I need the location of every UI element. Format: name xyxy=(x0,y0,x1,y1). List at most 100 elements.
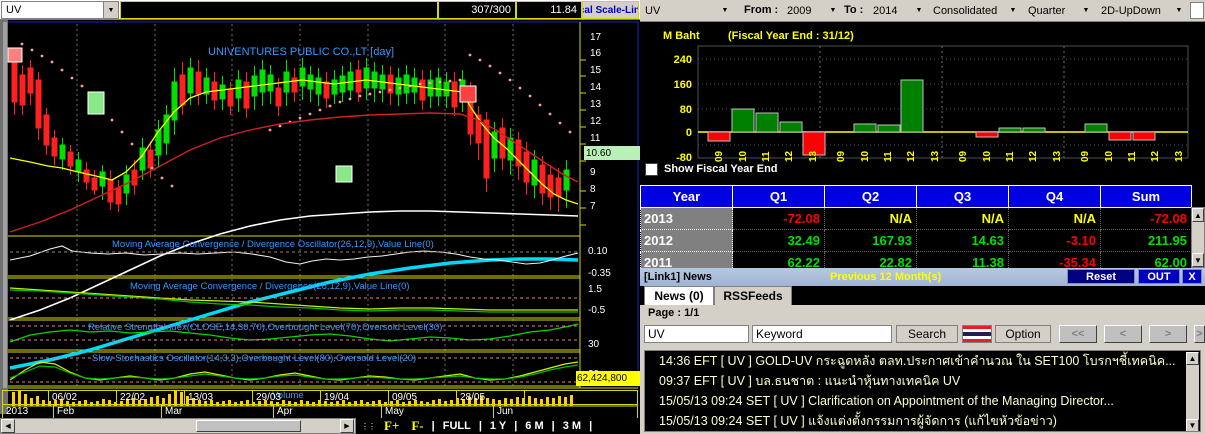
date-tick-5: 09/05 xyxy=(388,391,456,404)
from-label: From : xyxy=(744,4,779,16)
financial-symbol-selector[interactable]: UV ▼ xyxy=(642,2,732,19)
date-tick-6: 28/05 xyxy=(456,391,524,404)
col-q3[interactable]: Q3 xyxy=(916,185,1009,208)
svg-text:13: 13 xyxy=(808,150,819,162)
chevron-down-icon[interactable]: ▼ xyxy=(1172,3,1186,18)
scroll-thumb[interactable] xyxy=(196,420,301,432)
display-mode-selector[interactable]: 2D-UpDown ▼ xyxy=(1098,2,1186,19)
from-year-selector[interactable]: 2009 ▼ xyxy=(784,2,840,19)
close-button[interactable]: X xyxy=(1182,269,1202,284)
table-row[interactable]: 2013 -72.08 N/A N/A N/A -72.08 xyxy=(640,207,1192,230)
list-item[interactable]: 15/05/13 09:24 SET [ UV ] Clarification … xyxy=(659,394,1114,408)
font-decrease-button[interactable]: F- xyxy=(411,418,424,433)
col-q4[interactable]: Q4 xyxy=(1008,185,1101,208)
cell-q3: N/A xyxy=(916,207,1009,230)
price-tick-9: 9 xyxy=(590,167,596,178)
drag-grip-icon[interactable]: ⋮⋮ xyxy=(361,421,376,431)
quarterly-bar-chart: M Baht (Fiscal Year End : 31/12) xyxy=(640,22,1205,185)
date-tick-1: 22/02 xyxy=(116,391,184,404)
list-item[interactable]: 15/05/13 09:24 SET [ UV ] แจ้งแต่งตั้งกร… xyxy=(659,414,1057,428)
svg-text:13: 13 xyxy=(1052,150,1063,162)
range-3m-button[interactable]: 3 M xyxy=(562,420,582,432)
next-page-button[interactable]: > xyxy=(1149,325,1187,343)
chevron-down-icon[interactable]: ▼ xyxy=(1006,3,1020,18)
list-item[interactable]: 09:37 EFT [ UV ] บล.ธนชาต : แนะนำหุ้นทาง… xyxy=(659,374,961,388)
scroll-up-icon[interactable]: ▲ xyxy=(1192,208,1204,222)
out-button[interactable]: OUT xyxy=(1138,269,1180,284)
svg-text:12: 12 xyxy=(784,150,795,162)
chevron-down-icon[interactable]: ▼ xyxy=(103,2,118,18)
news-symbol-input[interactable]: UV xyxy=(644,325,749,343)
indicator-label-rsi: Relative Strength Index(CLOSE,14,30,70),… xyxy=(88,322,443,333)
period-selector[interactable]: Quarter ▼ xyxy=(1025,2,1093,19)
svg-text:10: 10 xyxy=(982,150,993,162)
page-indicator: Page : 1/1 xyxy=(648,307,700,319)
option-button[interactable]: Option xyxy=(995,325,1051,343)
month-tick-5: Jun xyxy=(493,405,583,418)
symbol-selector[interactable]: UV ▼ xyxy=(1,1,119,19)
list-item[interactable]: 14:36 EFT [ UV ] GOLD-UV กระฉูดหลัง ตลท.… xyxy=(659,354,1176,368)
horizontal-scrollbar[interactable]: ◀ ▶ xyxy=(0,418,356,434)
svg-text:13: 13 xyxy=(1174,150,1185,162)
range-6m-button[interactable]: 6 M xyxy=(525,420,544,432)
show-fiscal-year-end-checkbox[interactable] xyxy=(645,163,658,176)
scroll-down-icon[interactable]: ▼ xyxy=(1186,419,1199,431)
scroll-up-icon[interactable]: ▲ xyxy=(1186,352,1199,365)
range-full-button[interactable]: FULL xyxy=(442,420,471,432)
price-tick-15: 15 xyxy=(590,65,602,76)
col-year[interactable]: Year xyxy=(640,185,733,208)
chevron-down-icon[interactable]: ▼ xyxy=(1079,3,1093,18)
scroll-left-icon[interactable]: ◀ xyxy=(1,419,15,433)
last-page-button[interactable]: > xyxy=(1194,325,1205,343)
news-list[interactable]: 14:36 EFT [ UV ] GOLD-UV กระฉูดหลัง ตลท.… xyxy=(644,350,1201,432)
news-vertical-scrollbar[interactable]: ▲ ▼ xyxy=(1186,352,1199,431)
svg-text:09: 09 xyxy=(958,150,969,162)
price-tick-13: 13 xyxy=(590,99,602,110)
col-q2[interactable]: Q2 xyxy=(824,185,917,208)
first-page-button[interactable]: << xyxy=(1059,325,1097,343)
tab-news[interactable]: News (0) xyxy=(644,286,714,305)
to-year-selector[interactable]: 2014 ▼ xyxy=(870,2,926,19)
cell-q4: -3.10 xyxy=(1008,229,1101,252)
table-row[interactable]: 2012 32.49 167.93 14.63 -3.10 211.95 xyxy=(640,229,1192,252)
scroll-right-icon[interactable]: ▶ xyxy=(340,419,354,433)
ind-tick-macd-high: 0.10 xyxy=(588,246,608,257)
quarterly-financials-table: Year Q1 Q2 Q3 Q4 Sum 2013 -72.08 N/A N/A xyxy=(640,185,1205,274)
table-vertical-scrollbar[interactable]: ▲ ▼ xyxy=(1191,207,1205,268)
consolidated-value: Consolidated xyxy=(933,4,998,17)
news-keyword-input[interactable]: Keyword xyxy=(752,325,892,343)
scroll-down-icon[interactable]: ▼ xyxy=(1192,253,1204,267)
font-increase-button[interactable]: F+ xyxy=(384,418,400,433)
chevron-down-icon[interactable]: ▼ xyxy=(718,3,732,18)
date-tick-3: 29/03 xyxy=(252,391,320,404)
indicator-label-macd-osc: Moving Average Convergence / Divergence … xyxy=(112,239,434,250)
col-sum[interactable]: Sum xyxy=(1100,185,1192,208)
from-year-value: 2009 xyxy=(787,4,812,17)
col-q1[interactable]: Q1 xyxy=(732,185,825,208)
fiscal-year-end-label: (Fiscal Year End : 31/12) xyxy=(728,30,854,42)
consolidated-selector[interactable]: Consolidated ▼ xyxy=(930,2,1020,19)
symbol-value: UV xyxy=(6,4,22,16)
range-1y-button[interactable]: 1 Y xyxy=(489,420,507,432)
financial-symbol-value: UV xyxy=(645,4,661,17)
tab-rssfeeds[interactable]: RSSFeeds xyxy=(714,286,792,305)
recal-scale-button[interactable]: Recal Scale-Linear xyxy=(582,1,639,19)
chart-canvas[interactable]: UNIVENTURES PUBLIC CO.,LT [day] Moving A… xyxy=(0,20,640,414)
chevron-down-icon[interactable]: ▼ xyxy=(912,3,926,18)
reset-button[interactable]: Reset xyxy=(1067,269,1135,284)
thai-flag-icon[interactable] xyxy=(962,325,992,343)
separator: | xyxy=(431,420,435,432)
chevron-down-icon[interactable]: ▼ xyxy=(826,3,840,18)
search-button[interactable]: Search xyxy=(896,325,958,343)
to-year-value: 2014 xyxy=(873,4,898,17)
cell-sum: -72.08 xyxy=(1100,207,1192,230)
cell-q2: 167.93 xyxy=(824,229,917,252)
name-display xyxy=(120,1,438,19)
prev-page-button[interactable]: < xyxy=(1104,325,1142,343)
cell-q2: N/A xyxy=(824,207,917,230)
price-tick-7: 7 xyxy=(590,201,596,212)
svg-text:240: 240 xyxy=(674,54,692,66)
toolbar-overflow-button[interactable] xyxy=(1190,2,1204,19)
separator: | xyxy=(551,420,555,432)
svg-text:-80: -80 xyxy=(676,152,692,164)
